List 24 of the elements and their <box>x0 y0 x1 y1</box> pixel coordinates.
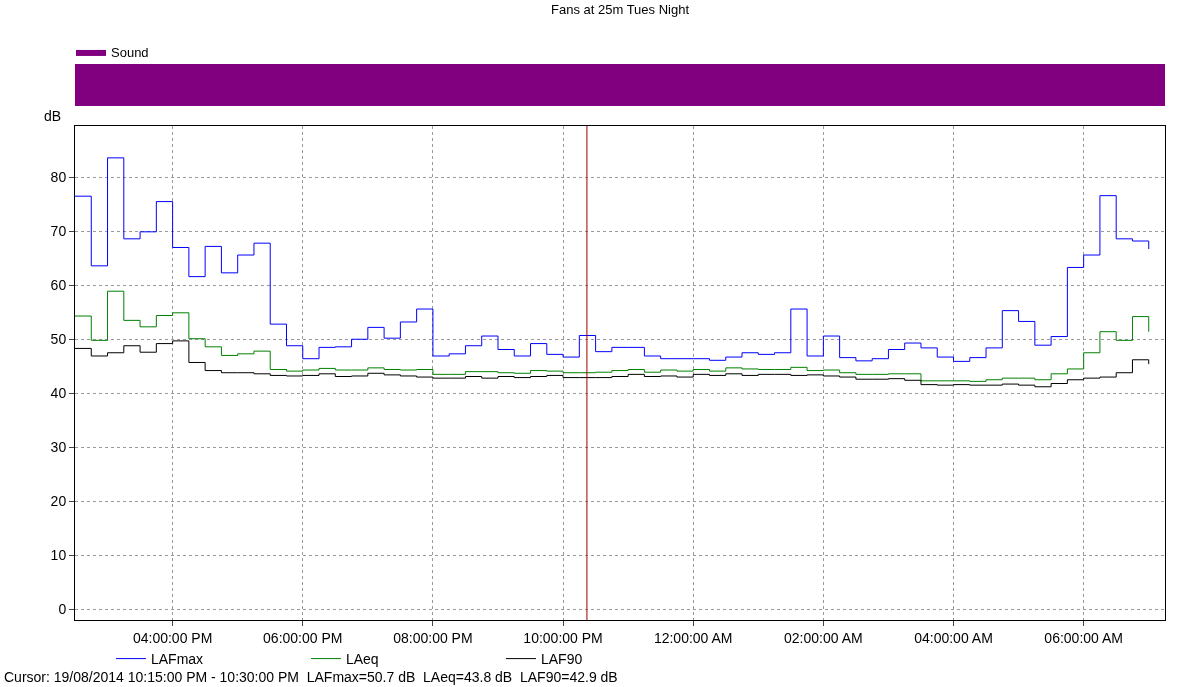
x-tick-label: 04:00:00 PM <box>132 629 213 646</box>
x-tick-label: 06:00:00 PM <box>263 629 343 646</box>
y-tick-label: 80 <box>50 169 67 186</box>
y-tick-label: 70 <box>50 223 67 240</box>
y-tick-label: 20 <box>50 493 67 510</box>
x-tick-label: 02:00:00 AM <box>784 629 863 646</box>
legend-label: LAF90 <box>540 651 583 668</box>
y-tick-label: 30 <box>50 439 67 456</box>
legend-label: Sound <box>111 45 149 61</box>
x-tick-label: 12:00:00 AM <box>653 629 733 646</box>
legend-label: LAeq <box>345 651 379 668</box>
y-tick-label: 10 <box>50 547 67 564</box>
legend-label: LAFmax <box>150 651 204 668</box>
x-tick-label: 10:00:00 PM <box>523 629 603 646</box>
y-tick-label: 60 <box>50 277 67 294</box>
x-tick-label: 06:00:00 AM <box>1044 629 1123 646</box>
chart-title: Fans at 25m Tues Night <box>551 2 690 17</box>
y-axis-title: dB <box>44 108 62 124</box>
y-tick-label: 50 <box>50 331 67 348</box>
y-tick-label: 0 <box>58 601 67 618</box>
x-tick-label: 08:00:00 PM <box>393 629 473 646</box>
text: Cursor: 19/08/2014 10:15:00 PM - 10:30:00 PM LAFmax=50.7 dB LAeq=43.8 dB LAF90=42.9 dB <box>4 669 618 685</box>
y-tick-label: 40 <box>50 385 67 402</box>
x-tick-label: 04:00:00 AM <box>914 629 993 646</box>
